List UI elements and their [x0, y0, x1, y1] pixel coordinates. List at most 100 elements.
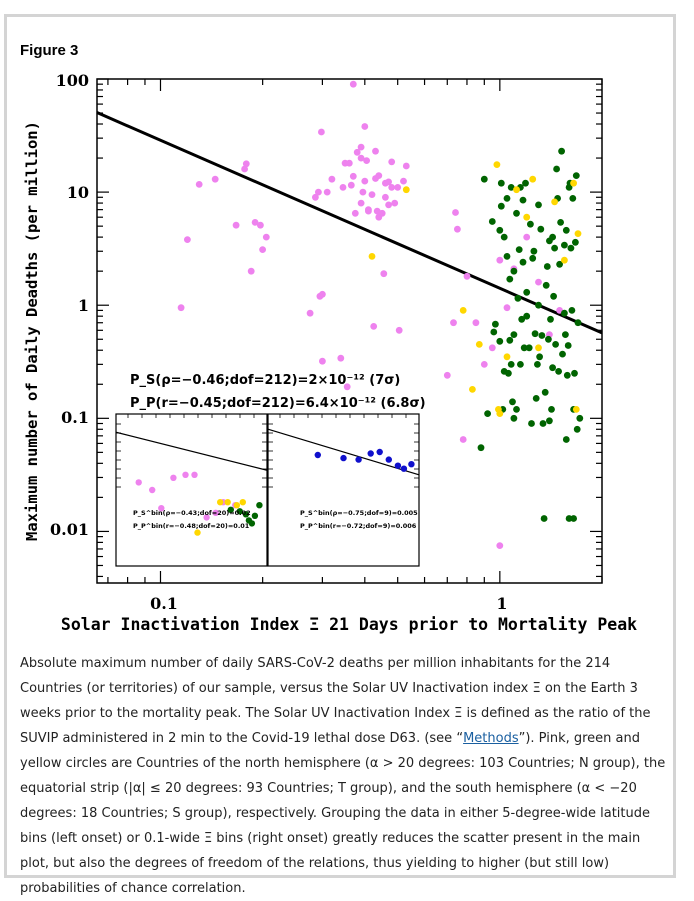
point-N [195, 181, 203, 188]
point-T [546, 417, 553, 425]
point-N [365, 207, 372, 215]
inset-fit-line [267, 428, 420, 476]
point-N [312, 193, 319, 201]
point-N [361, 123, 369, 130]
point-T [497, 202, 505, 210]
inset-point [367, 450, 374, 457]
point-T [576, 414, 584, 422]
point-N [382, 193, 389, 201]
point-N [395, 326, 403, 334]
point-T [496, 337, 504, 345]
point-N [232, 221, 240, 229]
point-T [538, 332, 546, 339]
figure-caption: Absolute maximum number of daily SARS-Co… [20, 651, 672, 901]
point-T [562, 226, 570, 234]
point-T [510, 331, 518, 338]
point-T [570, 515, 577, 522]
point-T [507, 184, 515, 191]
point-N [184, 236, 191, 244]
point-N [328, 175, 336, 183]
point-N [496, 256, 504, 264]
point-S [402, 186, 410, 194]
point-T [513, 209, 520, 217]
point-N [251, 219, 259, 226]
point-N [177, 304, 185, 312]
point-T [529, 254, 537, 262]
inset-point [394, 462, 402, 469]
point-T [555, 368, 562, 375]
fit-line-group [96, 111, 603, 335]
y-axis-label: Maximum number of Daily Deadths (per mil… [23, 121, 41, 541]
point-N [242, 160, 250, 168]
point-T [477, 444, 485, 452]
point-T [523, 312, 531, 320]
point-T [519, 196, 527, 204]
point-N [480, 361, 488, 368]
point-T [536, 353, 543, 361]
point-S [513, 186, 520, 194]
point-T [517, 361, 524, 368]
left-inset-box [115, 413, 268, 567]
inset-point [408, 461, 415, 468]
point-N [391, 199, 399, 207]
point-S [469, 386, 476, 393]
point-T [541, 388, 549, 396]
inset-point [170, 474, 177, 481]
inset-point [227, 506, 234, 513]
inset-point [158, 505, 165, 512]
inset-point [212, 509, 219, 516]
point-T [556, 260, 563, 268]
point-T [553, 165, 560, 173]
x-tick-label-1: 1 [496, 594, 507, 613]
point-T [551, 244, 558, 252]
inset-point [191, 471, 198, 478]
y-tick-label-0.01: 0.01 [50, 520, 89, 539]
point-N [339, 184, 347, 191]
point-T [520, 344, 528, 352]
point-T [505, 369, 512, 377]
point-S [529, 175, 537, 183]
point-N [319, 357, 326, 365]
point-T [563, 371, 571, 379]
point-T [537, 225, 545, 233]
point-N [370, 323, 378, 330]
point-S [475, 341, 483, 348]
point-T [510, 414, 518, 422]
point-S [551, 198, 558, 206]
point-S [572, 406, 580, 413]
point-N [388, 184, 396, 191]
point-T [573, 425, 581, 433]
point-S [459, 307, 467, 314]
inset-fit-line [115, 431, 268, 471]
point-T [571, 369, 578, 377]
point-T [488, 218, 496, 225]
point-N [345, 159, 353, 167]
point-N [443, 371, 451, 379]
inset-point [251, 512, 259, 519]
point-N [241, 165, 249, 173]
point-N [347, 181, 355, 189]
point-T [549, 233, 556, 241]
point-T [500, 233, 508, 241]
inset-point [224, 499, 231, 506]
point-T [548, 406, 555, 413]
point-N [357, 143, 365, 151]
fit-line [96, 111, 603, 335]
point-T [552, 341, 559, 348]
point-T [484, 410, 491, 417]
point-T [561, 241, 568, 249]
point-S [503, 353, 511, 361]
point-T [506, 275, 514, 283]
y-tick-label-0.1: 0.1 [61, 408, 89, 427]
point-T [523, 288, 531, 296]
point-T [532, 395, 540, 402]
point-T [503, 253, 511, 260]
point-N [318, 128, 325, 136]
left-inset-annotation-spearman: P_S^bin(ρ=−0.43;dof=20)=0.02 [133, 509, 251, 517]
point-T [522, 179, 529, 187]
point-N [380, 270, 388, 278]
point-T [564, 342, 572, 349]
point-T [528, 420, 535, 427]
methods-link[interactable]: Methods [463, 731, 519, 746]
point-N [463, 272, 471, 280]
